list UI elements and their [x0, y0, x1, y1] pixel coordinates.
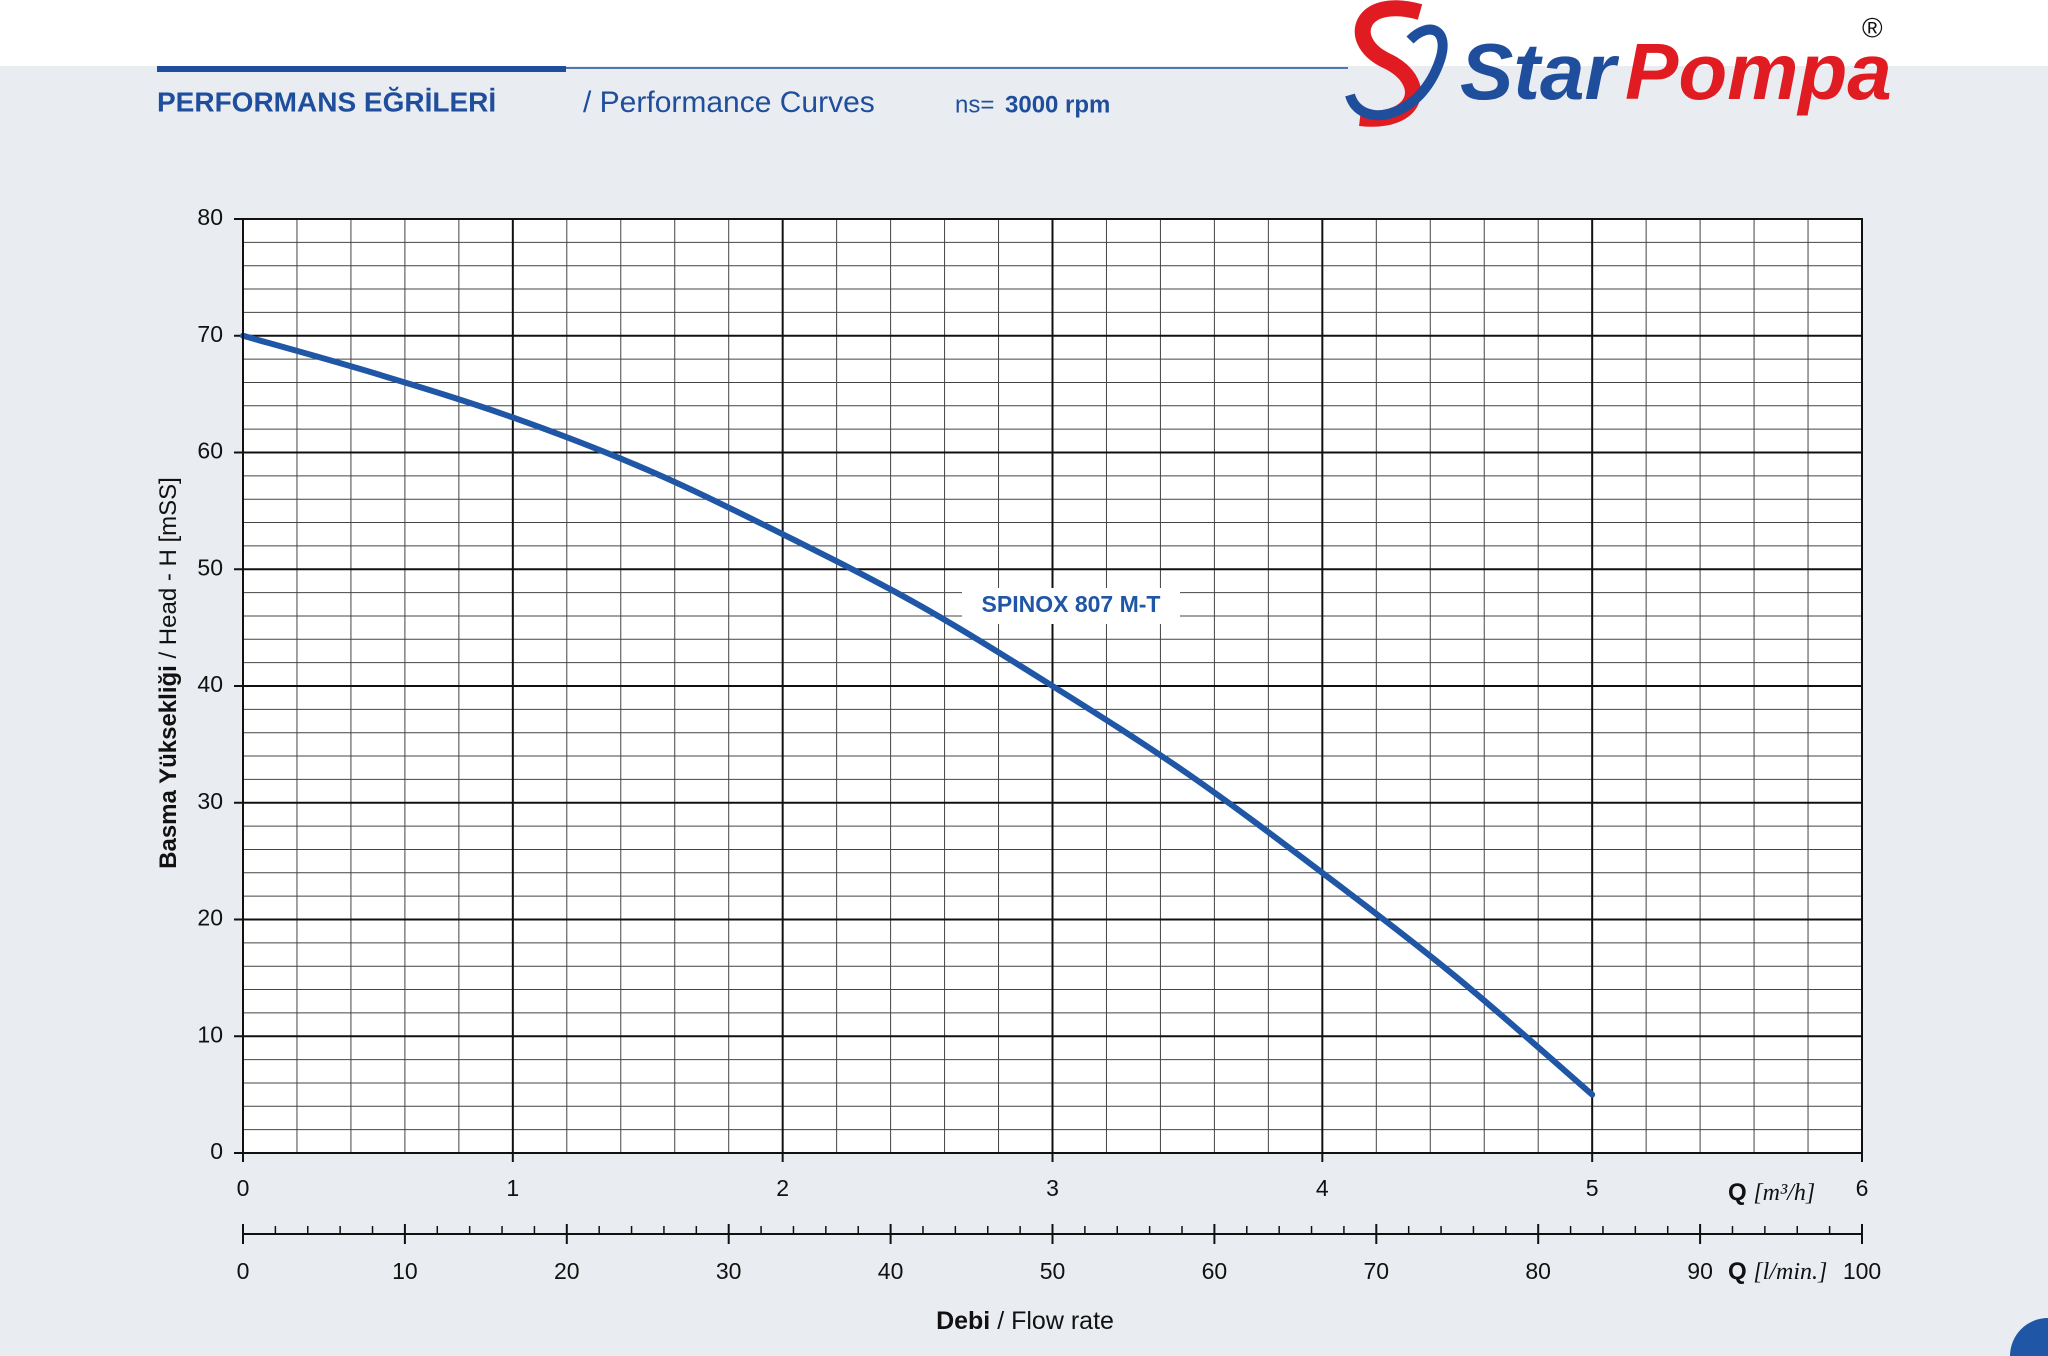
y-tick-label: 50 [197, 554, 223, 580]
x-tick-label: 0 [237, 1175, 250, 1201]
flow-label-en: / Flow rate [997, 1307, 1114, 1335]
x-label-symbol: Q [1728, 1179, 1747, 1206]
header-title: PERFORMANS EĞRİLERİ [157, 86, 496, 117]
x-tick-label: 2 [776, 1175, 789, 1201]
x2-tick-label: 100 [1843, 1258, 1881, 1284]
plot-frame [242, 218, 1863, 1154]
top-band [0, 0, 2048, 66]
x-tick-label: 4 [1316, 1175, 1329, 1201]
x2-tick-label: 60 [1202, 1258, 1228, 1284]
x2-axis-label: Q [l/min.] [1728, 1258, 1827, 1285]
y-tick-label: 20 [197, 905, 223, 931]
x-tick-label: 5 [1586, 1175, 1599, 1201]
logo-star: Star [1460, 27, 1619, 116]
curve-label: SPINOX 807 M-T [982, 591, 1161, 617]
curve-label-bg [962, 588, 1180, 624]
x-label-unit: [m³/h] [1753, 1180, 1815, 1206]
y-tick-label: 10 [197, 1021, 223, 1047]
y-tick-label: 30 [197, 788, 223, 814]
flow-label-tr: Debi [936, 1307, 990, 1335]
x2-tick-label: 10 [392, 1258, 418, 1284]
x2-tick-label: 90 [1687, 1258, 1713, 1284]
x2-tick-label: 0 [237, 1258, 250, 1284]
speed: 3000 rpm [1005, 91, 1110, 118]
x2-tick-label: 20 [554, 1258, 580, 1284]
x2-tick-label: 30 [716, 1258, 742, 1284]
y-tick-label: 40 [197, 671, 223, 697]
y-tick-label: 0 [210, 1138, 223, 1164]
y-axis-label: Basma Yüksekliği / Head - H [mSS] [155, 477, 182, 869]
logo: Star Pompa ® [1345, 0, 1892, 127]
y-label-tr: Basma Yüksekliği [155, 665, 182, 869]
logo-registered: ® [1862, 12, 1883, 43]
curve [240, 332, 1596, 1098]
x2-tick-label: 50 [1040, 1258, 1066, 1284]
y-tick-label: 60 [197, 438, 223, 464]
header-subtitle: / Performance Curves [583, 86, 875, 119]
header-rule [157, 66, 566, 72]
x2-tick-label: 70 [1364, 1258, 1390, 1284]
x-tick-label: 1 [506, 1175, 519, 1201]
logo-swoosh-blue [1345, 24, 1448, 121]
x2-tick-label: 80 [1525, 1258, 1551, 1284]
x-tick-label: 6 [1856, 1175, 1869, 1201]
flow-label: Debi / Flow rate [936, 1307, 1114, 1335]
x2-tick-label: 40 [878, 1258, 904, 1284]
x-axis-label: Q [m³/h] [1728, 1179, 1815, 1206]
x2-label-unit: [l/min.] [1753, 1259, 1827, 1285]
x-tick-label: 3 [1046, 1175, 1059, 1201]
x2-label-symbol: Q [1728, 1258, 1747, 1285]
y-tick-label: 70 [197, 321, 223, 347]
corner-dot [2010, 1318, 2048, 1356]
speed-prefix: ns= [955, 91, 994, 118]
logo-pompa: Pompa [1625, 27, 1892, 116]
y-tick-label: 80 [197, 204, 223, 230]
y-label-en: / Head - H [mSS] [155, 477, 182, 658]
